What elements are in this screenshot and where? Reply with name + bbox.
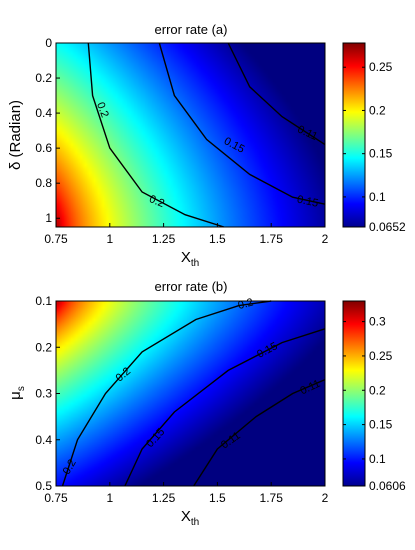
panel-a-colorbar-tick-label: 0.25 <box>369 60 393 74</box>
panel-a-colorbar-tick-label: 0.15 <box>369 147 393 161</box>
panel-a-xtick-label: 1.5 <box>209 232 226 246</box>
panel-b-ticks: 0.75 1 1.25 1.5 1.75 2 0.1 0.2 0.3 0.4 0.5 <box>35 294 328 505</box>
panel-b-colorbar-frame <box>342 300 366 487</box>
panel-a-contour-line <box>227 42 326 146</box>
panel-b-colorbar-tick-label: 0.2 <box>369 383 386 397</box>
panel-a-colorbar-tick-label: 0.1 <box>369 190 386 204</box>
panel-a-xtick-label: 0.75 <box>44 232 68 246</box>
panel-b-xlabel: Xth <box>181 508 199 528</box>
panel-b-ytick-label: 0.4 <box>35 433 52 447</box>
panel-a-xtick-label: 2 <box>322 232 329 246</box>
panel-a-contour-line <box>158 42 326 205</box>
panel-b-contour-line <box>61 300 272 487</box>
panel-b-contour-line <box>124 328 326 487</box>
panel-a-colorbar-ticks: 0.25 0.2 0.15 0.1 0.0652 <box>343 60 406 234</box>
panel-b-colorbar-tick-label: 0.1 <box>369 452 386 466</box>
panel-b-colorbar-tick-label: 0.3 <box>369 315 386 329</box>
panel-a-colorbar-frame <box>342 42 366 228</box>
panel-a-contour-label: 0.15 <box>296 194 319 210</box>
panel-a-colorbar-tick-label: 0.0652 <box>369 220 406 234</box>
panel-a: error rate (a) 0.2 0.15 0.1 1 0.15 0.2 0.75 1 1… <box>7 22 406 269</box>
panel-a-ticks: 0.75 1 1.25 1.5 1.75 2 0 0.2 0.4 0.6 0.8 1 <box>35 36 328 246</box>
panel-a-contour-label: 0.2 <box>94 101 111 119</box>
panel-a-heatmap <box>56 43 325 227</box>
panel-a-colorbar-tick-label: 0.2 <box>369 103 386 117</box>
panel-a-ytick-label: 0 <box>45 36 52 50</box>
panel-a-ytick-label: 1 <box>45 211 52 225</box>
panel-b-colorbar-tick-label: 0.15 <box>369 418 393 432</box>
panel-a-ytick-label: 0.6 <box>35 141 52 155</box>
panel-b-heatmap <box>56 301 325 486</box>
panel-a-xtick-label: 1 <box>106 232 113 246</box>
panel-b-ylabel: μs <box>7 386 27 400</box>
panel-b-colorbar <box>343 301 365 486</box>
panel-a-title: error rate (a) <box>155 22 228 37</box>
panel-b-xtick-label: 1.75 <box>260 491 284 505</box>
panel-a-ytick-label: 0.4 <box>35 106 52 120</box>
panel-b-ytick-label: 0.2 <box>35 340 52 354</box>
panel-b: error rate (b) 0.20.20.20.150.150.110.11… <box>7 279 406 528</box>
panel-a-contour-label: 0.2 <box>147 193 166 210</box>
panel-b-xtick-label: 1.25 <box>152 491 176 505</box>
panel-a-xtick-label: 1.75 <box>260 232 284 246</box>
panel-a-ytick-label: 0.8 <box>35 176 52 190</box>
panel-b-ytick-label: 0.5 <box>35 479 52 493</box>
panel-a-contour-line <box>87 42 225 228</box>
panel-b-xtick-label: 0.75 <box>44 491 68 505</box>
panel-b-contour-label: 0.2 <box>237 296 255 312</box>
panel-b-ytick-label: 0.1 <box>35 294 52 308</box>
panel-a-colorbar <box>343 43 365 227</box>
panel-b-colorbar-ticks: 0.3 0.25 0.2 0.15 0.1 0.0606 <box>343 315 406 493</box>
panel-b-xtick-label: 1.5 <box>209 491 226 505</box>
panel-a-ylabel: δ (Radian) <box>7 100 24 170</box>
panel-b-ytick-label: 0.3 <box>35 387 52 401</box>
panel-b-contour-line <box>193 378 326 487</box>
panel-a-ytick-label: 0.2 <box>35 71 52 85</box>
panel-b-xtick-label: 1 <box>106 491 113 505</box>
panel-a-xtick-label: 1.25 <box>152 232 176 246</box>
panel-b-title: error rate (b) <box>155 279 228 294</box>
panel-b-colorbar-tick-label: 0.25 <box>369 349 393 363</box>
panel-a-frame <box>55 42 326 228</box>
panel-a-xlabel: Xth <box>181 249 199 269</box>
panel-b-colorbar-tick-label: 0.0606 <box>369 479 406 493</box>
panel-b-xtick-label: 2 <box>322 491 329 505</box>
